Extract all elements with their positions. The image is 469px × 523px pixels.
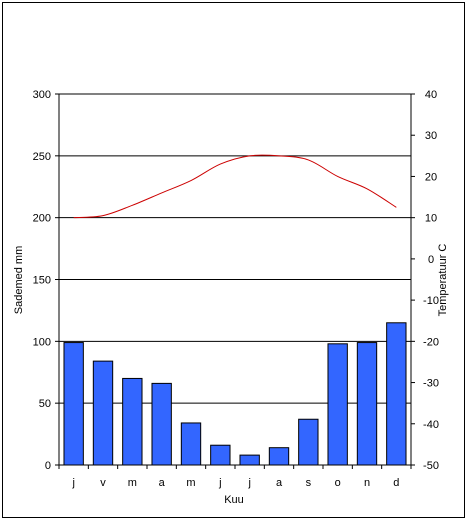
x-tick-label: a — [159, 477, 166, 489]
bar — [239, 454, 260, 466]
bar — [268, 447, 290, 466]
y2-axis-label: Temperatuur C — [437, 244, 449, 317]
temperature-series-line — [73, 154, 397, 219]
x-tick-label: m — [128, 477, 137, 489]
y-tick-label: 50 — [39, 398, 51, 410]
left-axis-ticks: 0 50 100 150 200 250 300 — [33, 89, 59, 472]
bar — [327, 343, 348, 466]
temperature-line — [73, 154, 397, 219]
y-tick-label: 200 — [33, 213, 51, 225]
y-tick-label: 300 — [33, 89, 51, 101]
y-tick-label: 0 — [45, 460, 51, 472]
x-tick-label: a — [276, 477, 283, 489]
y-tick-label: 250 — [33, 151, 51, 163]
bar — [210, 444, 231, 466]
x-tick-label: j — [218, 477, 221, 489]
x-tick-label: d — [393, 477, 399, 489]
x-tick-label: m — [186, 477, 195, 489]
y2-tick-label: -20 — [423, 336, 439, 348]
right-axis-ticks: -50 -40 -30 -20 -10 0 10 20 30 40 — [411, 89, 439, 472]
x-tick-label: j — [71, 477, 74, 489]
precipitation-bars — [63, 322, 407, 466]
y-tick-label: 150 — [33, 275, 51, 287]
y2-tick-label: 20 — [425, 171, 437, 183]
x-tick-label: s — [306, 477, 312, 489]
y2-tick-label: -50 — [423, 460, 439, 472]
y2-tick-label: -30 — [423, 378, 439, 390]
x-axis-label: Kuu — [224, 494, 244, 506]
y2-tick-label: 30 — [425, 130, 437, 142]
y-axis-label: Sademed mm — [13, 246, 25, 314]
y2-tick-label: -10 — [423, 295, 439, 307]
y2-tick-label: 40 — [425, 89, 437, 101]
y2-tick-label: -40 — [423, 419, 439, 431]
bar — [151, 382, 172, 466]
x-tick-label: n — [364, 477, 370, 489]
y2-tick-label: 0 — [428, 254, 434, 266]
x-tick-label: o — [335, 477, 341, 489]
bar — [386, 322, 407, 466]
bar — [180, 422, 202, 466]
gridlines — [59, 93, 411, 404]
bar — [63, 342, 84, 466]
bar — [92, 360, 114, 466]
bar — [356, 342, 378, 466]
y2-tick-label: 10 — [425, 213, 437, 225]
bar — [298, 418, 319, 466]
y-tick-label: 100 — [33, 336, 51, 348]
bar — [122, 377, 143, 466]
x-tick-label: v — [100, 477, 106, 489]
x-tick-label: j — [247, 477, 250, 489]
